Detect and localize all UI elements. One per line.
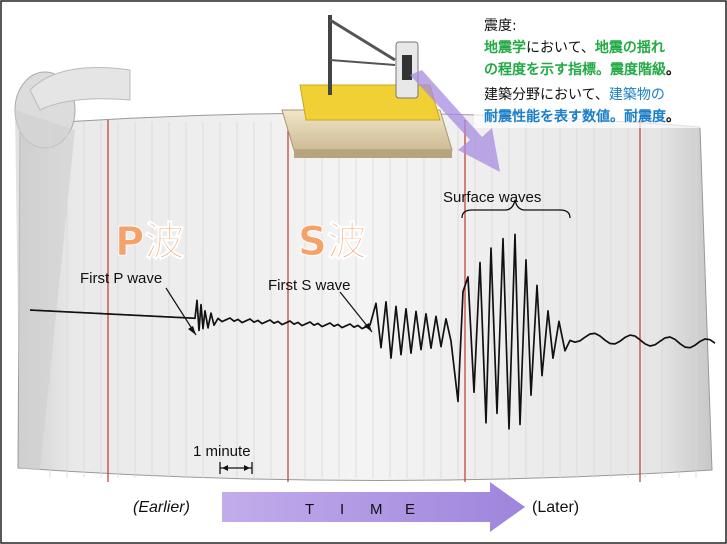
surface-waves-label: Surface waves — [443, 189, 541, 206]
time-letter-e: E — [405, 501, 415, 518]
grid-red-lines — [107, 120, 641, 482]
definition-seismology-line2: の程度を示す指標。震度階級。 — [484, 61, 680, 78]
definition-seismology-line1: 地震学において、地震の揺れ — [484, 39, 665, 56]
time-letters: T I M E — [305, 501, 415, 518]
seismic-trace — [29, 233, 716, 430]
time-letter-m: M — [370, 501, 383, 518]
time-letter-i: I — [340, 501, 344, 518]
one-minute-scale — [219, 462, 253, 474]
later-label: (Later) — [532, 499, 579, 516]
definition-architecture-line1: 建築分野において、建築物の — [484, 87, 665, 103]
callout-arrow — [410, 70, 500, 172]
surface-waves-brace — [461, 199, 571, 219]
time-letter-t: T — [305, 501, 314, 518]
grid-minor-lines — [49, 122, 697, 478]
earlier-label: (Earlier) — [133, 499, 190, 516]
definition-architecture-line2: 耐震性能を表す数値。耐震度。 — [484, 108, 680, 125]
p-wave-jp-label: P波 — [115, 219, 184, 265]
first-s-wave-marker — [339, 291, 373, 333]
s-wave-jp-label: S波 — [298, 219, 367, 265]
definition-block: 震度: 地震学において、地震の揺れ の程度を示す指標。震度階級。 建築分野におい… — [474, 8, 720, 128]
first-p-wave-label: First P wave — [80, 270, 162, 287]
first-p-wave-marker — [165, 287, 197, 336]
seismograph-machine — [281, 15, 453, 158]
definition-heading: 震度: — [484, 18, 517, 34]
one-minute-label: 1 minute — [193, 443, 251, 460]
seismograph-drum — [14, 67, 713, 482]
first-s-wave-label: First S wave — [268, 277, 351, 294]
time-arrow — [222, 482, 525, 532]
